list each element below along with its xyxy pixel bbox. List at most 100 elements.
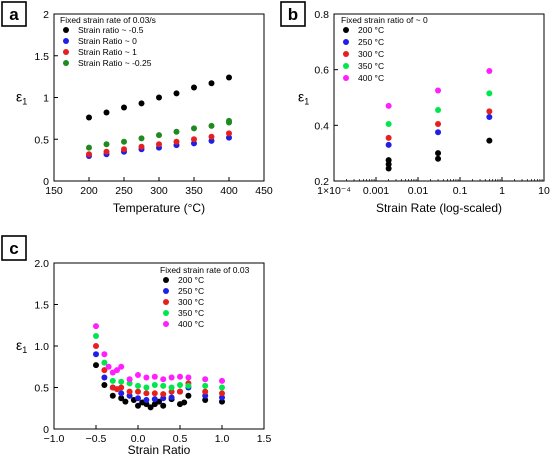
data-point — [135, 395, 141, 402]
data-point — [118, 378, 125, 385]
data-point — [93, 323, 99, 330]
y-tick-label: 0 — [43, 176, 49, 188]
data-point — [118, 384, 125, 391]
legend-marker — [163, 321, 169, 327]
data-point — [185, 392, 192, 399]
data-point — [101, 374, 108, 381]
legend-entry: Strain ratio ~ -0.5 — [78, 25, 144, 35]
data-point — [226, 134, 232, 141]
panel-b: b 1×10⁻⁴ 0.001 0.01 0.1 1 10 0.2 0.4 0.6 0.8 Strain… — [280, 1, 550, 215]
data-point — [181, 399, 188, 406]
x-tick-label: 0.1 — [453, 185, 468, 197]
data-point — [126, 376, 133, 383]
data-point — [219, 390, 225, 397]
data-point — [435, 155, 442, 162]
y-tick-label: 2 — [43, 9, 49, 21]
legend-entry: 250 °C — [178, 286, 204, 296]
legend-marker — [163, 299, 169, 305]
plot-frame — [333, 13, 545, 182]
data-point — [219, 377, 225, 384]
data-point — [219, 394, 225, 401]
data-point — [86, 144, 92, 151]
data-point — [160, 382, 167, 389]
data-point — [135, 382, 141, 389]
data-point — [208, 133, 215, 140]
data-point — [202, 388, 209, 395]
data-point — [138, 135, 145, 142]
data-point — [143, 401, 150, 408]
data-point — [93, 351, 99, 358]
legend-marker — [163, 310, 169, 316]
y-tick-label: 1.5 — [34, 51, 49, 63]
data-point — [103, 148, 110, 155]
data-point — [185, 382, 192, 389]
data-point — [151, 373, 158, 380]
data-point — [135, 388, 141, 395]
data-point — [86, 114, 92, 121]
data-point — [118, 390, 125, 397]
data-point — [143, 384, 150, 391]
legend-marker — [343, 63, 349, 69]
panel-letter: c — [9, 239, 18, 258]
data-point — [103, 109, 110, 116]
data-point — [191, 136, 197, 143]
legend-entry: 250 °C — [358, 37, 384, 47]
y-axis-label: ε1 — [16, 337, 27, 355]
data-point — [202, 392, 209, 399]
x-tick-label: 0.001 — [363, 185, 389, 197]
data-point — [435, 120, 442, 127]
data-point — [208, 80, 215, 87]
data-point — [160, 395, 167, 402]
y-axis-label: ε1 — [298, 89, 309, 107]
panel-letter-box — [1, 1, 27, 27]
data-point — [173, 138, 180, 145]
data-point — [118, 395, 125, 402]
x-tick-label: 200 — [80, 185, 98, 197]
legend-entry: 200 °C — [358, 25, 384, 35]
data-point — [93, 333, 99, 340]
data-point — [208, 122, 215, 129]
legend-marker — [343, 51, 349, 57]
data-point — [435, 87, 442, 94]
data-point — [126, 392, 133, 399]
legend-marker — [343, 27, 349, 33]
data-point — [185, 374, 192, 381]
data-point — [191, 125, 197, 132]
y-tick-label: 0.5 — [34, 383, 49, 395]
data-point — [219, 384, 225, 391]
data-point — [173, 128, 180, 135]
x-tick-label: 300 — [150, 185, 168, 197]
data-point — [226, 117, 232, 124]
x-tick-label: 1×10⁻⁴ — [317, 185, 351, 197]
data-point — [486, 68, 493, 75]
data-point — [143, 390, 150, 397]
legend-marker — [63, 27, 69, 33]
data-point — [135, 372, 141, 379]
y-tick-label: 0.8 — [314, 9, 329, 21]
x-tick-label: 350 — [185, 185, 203, 197]
data-point — [151, 390, 158, 397]
y-tick-label: 0.4 — [314, 120, 329, 132]
data-point — [168, 384, 175, 391]
data-point — [435, 129, 442, 136]
legend-marker — [343, 39, 349, 45]
legend-marker — [63, 60, 69, 66]
data-point — [177, 388, 183, 395]
data-point — [156, 132, 162, 139]
data-point — [143, 396, 150, 403]
panel-letter: b — [288, 5, 298, 24]
data-point — [191, 140, 197, 147]
data-point — [101, 359, 108, 366]
data-point — [160, 376, 167, 383]
data-point — [177, 373, 183, 380]
legend-title: Fixed strain ratio of ~ 0 — [341, 15, 428, 25]
x-tick-label: 0.0 — [131, 433, 146, 445]
x-tick-label: 1.5 — [257, 433, 272, 445]
panel-letter: a — [9, 5, 19, 24]
data-point — [138, 143, 145, 150]
data-point — [126, 388, 133, 395]
y-tick-label: 0.5 — [34, 134, 49, 146]
data-point — [385, 141, 392, 148]
data-point — [160, 391, 167, 398]
data-point — [385, 165, 392, 172]
